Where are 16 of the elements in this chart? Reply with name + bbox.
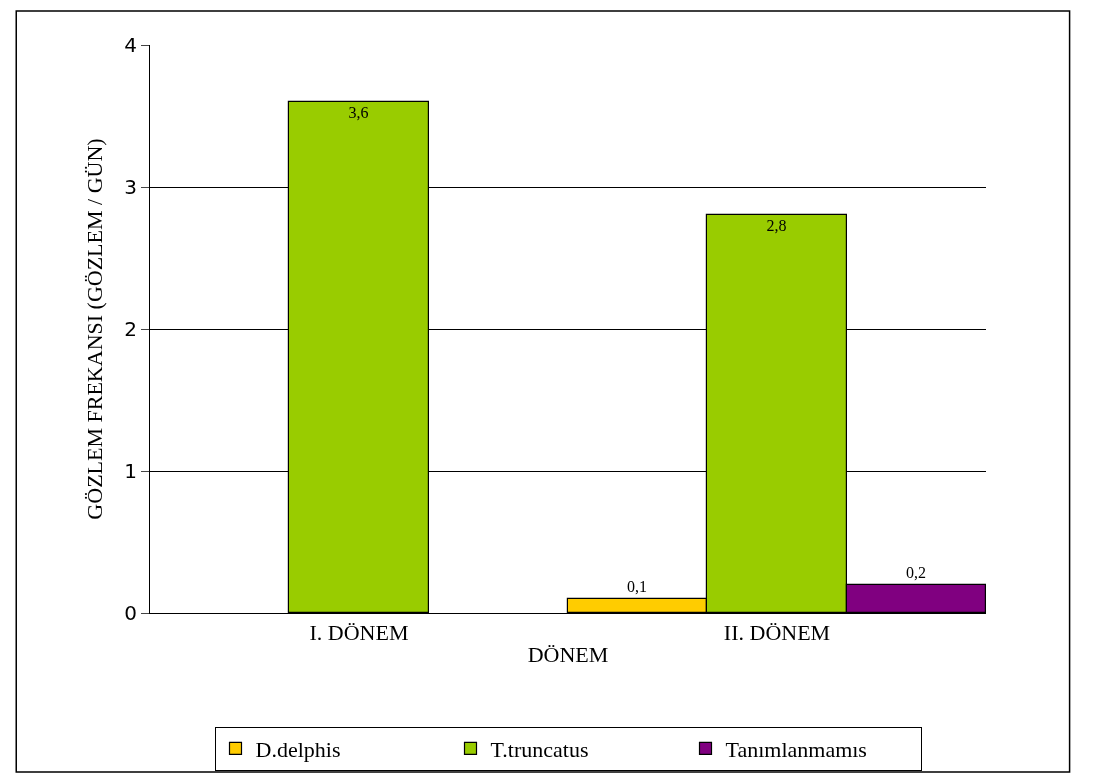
y-tick-label: 1 xyxy=(124,459,137,483)
legend-label: T.truncatus xyxy=(490,736,589,762)
y-tick-label: 0 xyxy=(124,601,137,625)
data-label: 0,2 xyxy=(905,564,926,582)
data-label: 3,6 xyxy=(348,104,369,122)
data-label: 2,8 xyxy=(766,217,787,235)
y-tick-label: 3 xyxy=(124,175,137,199)
y-axis-title: GÖZLEM FREKANSI (GÖZLEM / GÜN) xyxy=(82,138,108,520)
x-axis-title: DÖNEM xyxy=(527,642,609,668)
legend-label: Tanımlanmamıs xyxy=(725,736,867,762)
y-tick-label: 4 xyxy=(124,33,137,57)
y-tick-label: 2 xyxy=(124,317,137,341)
x-tick-label: I. DÖNEM xyxy=(309,620,409,646)
x-tick-label: II. DÖNEM xyxy=(723,620,831,646)
legend-label: D.delphis xyxy=(255,736,341,762)
data-label: 0,1 xyxy=(626,578,647,596)
